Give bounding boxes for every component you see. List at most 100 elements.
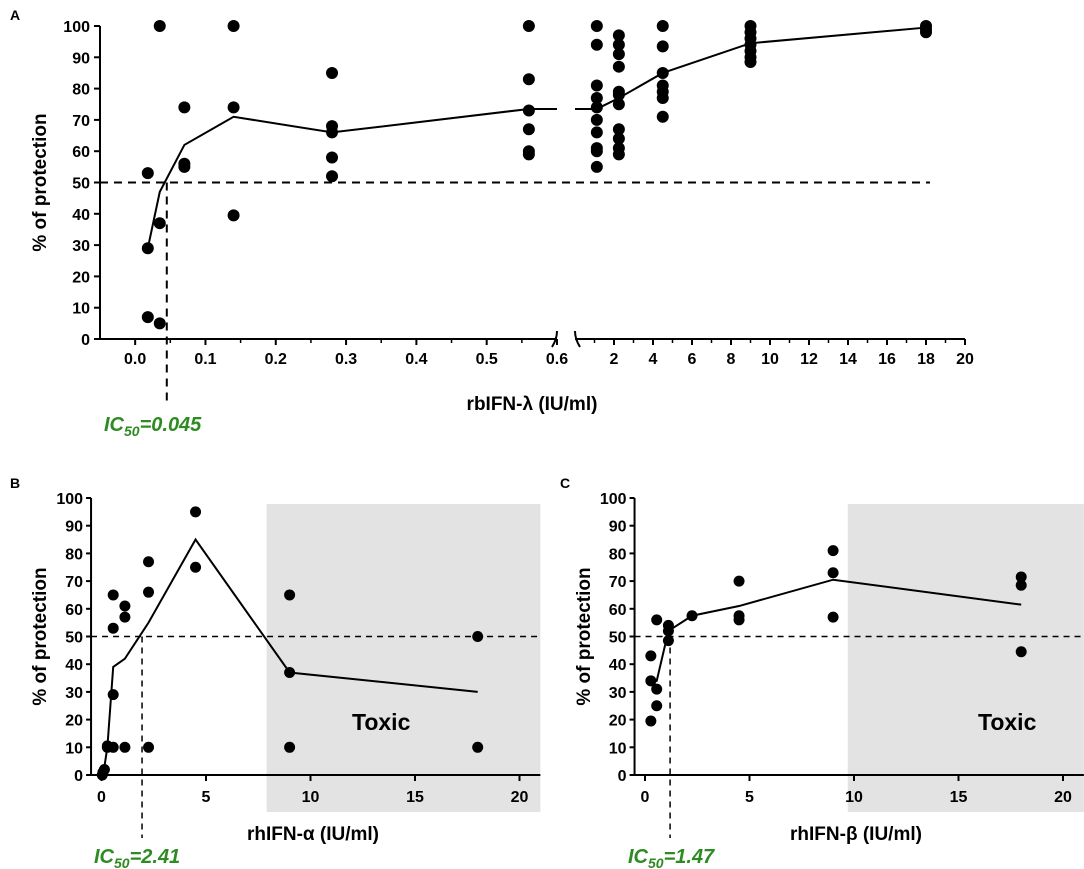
data-point-a bbox=[612, 98, 625, 111]
panel-label-b: B bbox=[10, 475, 20, 491]
data-point-b bbox=[143, 741, 155, 753]
data-point-a bbox=[612, 48, 625, 61]
data-point-b bbox=[107, 589, 119, 601]
data-point-a bbox=[141, 311, 154, 324]
x-tick-label-c: 0 bbox=[641, 789, 650, 806]
data-point-b bbox=[119, 741, 131, 753]
data-point-a bbox=[920, 26, 932, 39]
y-tick-label-b: 30 bbox=[65, 685, 83, 702]
ic50-label-c: IC50=1.47 bbox=[628, 846, 715, 869]
data-point-a bbox=[612, 148, 625, 161]
data-point-a bbox=[590, 145, 603, 158]
y-tick-label-c: 50 bbox=[609, 630, 627, 647]
data-point-a bbox=[612, 88, 625, 101]
data-point-c bbox=[651, 614, 663, 626]
y-tick-label-c: 90 bbox=[609, 519, 627, 536]
y-tick-label-c: 30 bbox=[609, 685, 627, 702]
data-point-b bbox=[119, 600, 131, 612]
data-point-c bbox=[733, 575, 745, 587]
toxic-region-c-fill bbox=[847, 504, 1084, 812]
y-tick-label-a: 80 bbox=[72, 82, 90, 99]
data-point-a bbox=[153, 317, 166, 330]
data-point-a bbox=[612, 123, 625, 136]
data-point-a bbox=[178, 101, 191, 114]
x-tick-label-a: 14 bbox=[839, 351, 857, 368]
x-tick-label-c: 10 bbox=[845, 789, 863, 806]
data-point-a bbox=[656, 91, 669, 104]
data-point-b bbox=[284, 589, 296, 601]
x-tick-label-a: 0.3 bbox=[335, 351, 357, 368]
data-point-c bbox=[733, 614, 745, 626]
data-point-a bbox=[612, 60, 625, 73]
y-tick-label-b: 0 bbox=[74, 768, 83, 785]
data-point-b bbox=[143, 556, 155, 568]
y-axis-title-a: % of protection bbox=[30, 113, 51, 251]
data-point-a bbox=[590, 113, 603, 126]
panel-label-a: A bbox=[10, 7, 20, 23]
data-point-a bbox=[656, 66, 669, 79]
data-point-a bbox=[590, 101, 603, 114]
data-point-b bbox=[190, 506, 202, 518]
data-point-c bbox=[827, 545, 839, 557]
x-tick-label-a: 12 bbox=[800, 351, 818, 368]
data-point-a bbox=[656, 40, 669, 53]
y-tick-label-b: 70 bbox=[65, 574, 83, 591]
data-point-c bbox=[1015, 646, 1027, 658]
y-tick-label-c: 40 bbox=[609, 657, 627, 674]
data-point-c bbox=[651, 683, 663, 695]
data-point-a bbox=[326, 151, 339, 164]
y-tick-label-b: 20 bbox=[65, 713, 83, 730]
data-point-c bbox=[651, 700, 663, 712]
x-tick-label-a: 10 bbox=[761, 351, 779, 368]
data-point-c bbox=[662, 635, 674, 647]
data-point-a bbox=[656, 110, 669, 123]
data-point-c bbox=[662, 625, 674, 637]
data-point-a bbox=[590, 126, 603, 139]
y-tick-label-b: 60 bbox=[65, 602, 83, 619]
ic50-label-b: IC50=2.41 bbox=[94, 846, 180, 869]
data-point-a bbox=[656, 20, 669, 32]
data-point-a bbox=[141, 242, 154, 255]
mean-line-a-segment-1 bbox=[146, 107, 557, 249]
x-tick-label-a: 0.6 bbox=[546, 351, 568, 368]
data-point-c bbox=[645, 650, 657, 662]
data-point-a bbox=[612, 29, 625, 42]
x-tick-label-b: 15 bbox=[406, 789, 424, 806]
x-tick-label-b: 0 bbox=[97, 789, 106, 806]
data-point-a bbox=[522, 73, 535, 86]
x-tick-label-c: 5 bbox=[745, 789, 754, 806]
x-tick-label-c: 15 bbox=[950, 789, 968, 806]
data-point-a bbox=[178, 160, 191, 173]
y-tick-label-a: 90 bbox=[72, 50, 90, 67]
data-point-a bbox=[590, 20, 603, 32]
data-point-a bbox=[612, 38, 625, 51]
data-point-a bbox=[141, 167, 154, 180]
toxic-region-c: Toxic bbox=[847, 504, 1084, 812]
y-tick-label-c: 100 bbox=[600, 491, 627, 508]
toxic-label-c: Toxic bbox=[978, 709, 1037, 735]
x-tick-label-a: 16 bbox=[878, 351, 896, 368]
data-point-b bbox=[472, 631, 484, 642]
data-point-a bbox=[522, 20, 535, 32]
y-axis-title-c: % of protection bbox=[574, 567, 595, 705]
toxic-region-b-fill bbox=[266, 504, 541, 812]
data-point-a bbox=[590, 38, 603, 51]
y-tick-label-c: 80 bbox=[609, 546, 627, 563]
x-tick-label-c: 20 bbox=[1054, 789, 1072, 806]
x-tick-label-a: 0.2 bbox=[265, 351, 287, 368]
data-point-c bbox=[1015, 571, 1027, 583]
data-point-a bbox=[326, 126, 339, 139]
data-point-a bbox=[227, 209, 240, 222]
axis-break-right-a bbox=[574, 330, 581, 348]
data-point-a bbox=[227, 20, 240, 32]
data-point-a bbox=[744, 55, 757, 68]
y-tick-label-c: 20 bbox=[609, 713, 627, 730]
y-tick-label-c: 0 bbox=[618, 768, 627, 785]
data-point-c bbox=[645, 715, 657, 727]
data-point-b bbox=[107, 741, 119, 753]
y-tick-label-c: 10 bbox=[609, 740, 627, 757]
x-tick-label-a: 2 bbox=[610, 351, 619, 368]
y-tick-label-b: 80 bbox=[65, 546, 83, 563]
data-point-c bbox=[827, 611, 839, 623]
